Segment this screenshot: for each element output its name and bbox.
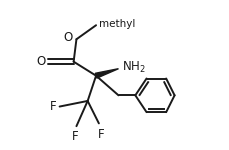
Text: F: F xyxy=(98,128,104,141)
Text: O: O xyxy=(36,55,45,68)
Text: NH$_2$: NH$_2$ xyxy=(121,60,145,75)
Text: O: O xyxy=(63,31,72,44)
Text: methyl: methyl xyxy=(98,19,135,29)
Text: F: F xyxy=(71,130,78,143)
Polygon shape xyxy=(95,69,118,78)
Text: F: F xyxy=(50,100,57,113)
